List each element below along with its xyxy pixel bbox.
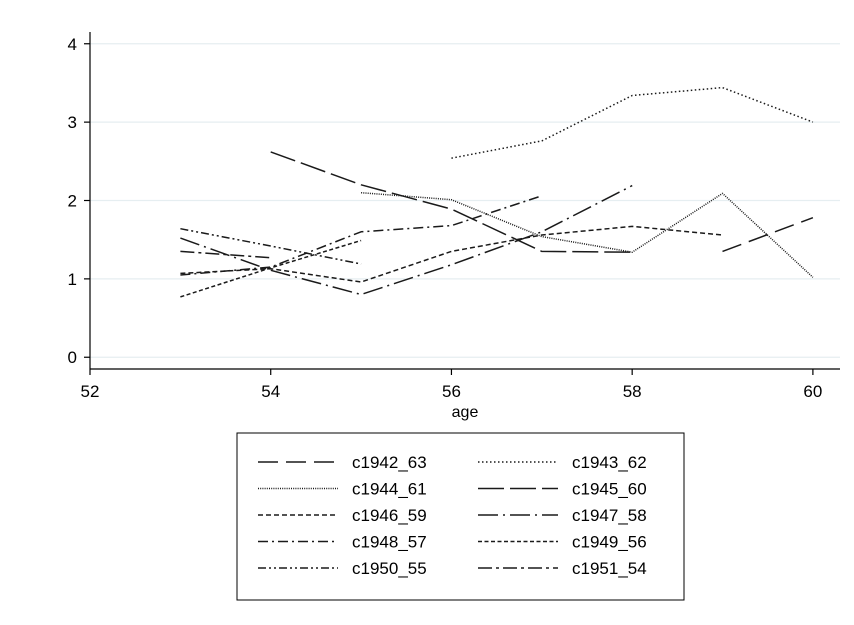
legend-label: c1942_63 [352,453,427,472]
x-tick-label: 58 [623,382,642,401]
series-line-c1942_63 [722,216,814,253]
y-tick-label: 1 [68,270,77,289]
series-lines [180,86,814,298]
legend-label: c1943_62 [572,453,647,472]
series-line-c1950_55 [180,227,362,265]
series-line-c1948_57 [180,195,543,276]
series-line-c1943_62 [451,86,814,159]
x-tick-label: 54 [261,382,280,401]
legend: c1942_63 c1943_62 c1944_61 c1945_60 c1946_59… [236,432,685,601]
x-tick-label: 56 [442,382,461,401]
series-line-c1944_61 [361,191,814,278]
series-line-c1946_59 [180,225,723,283]
legend-label: c1951_54 [572,559,647,578]
y-tick-label: 2 [68,192,77,211]
legend-label: c1944_61 [352,480,427,499]
legend-label: c1948_57 [352,533,427,552]
series-line-c1947_58 [180,184,633,296]
y-tick-label: 0 [68,348,77,367]
series-line-c1949_56 [180,239,362,298]
x-axis: 52 54 56 58 60 [81,368,840,401]
x-tick-label: 52 [81,382,100,401]
x-axis-label: age [452,404,479,421]
legend-label: c1945_60 [572,480,647,499]
y-tick-label: 4 [68,35,77,54]
y-tick-label: 3 [68,113,77,132]
x-tick-label: 60 [803,382,822,401]
series-line-c1945_60 [270,151,633,253]
y-axis: 0 1 2 3 4 [68,32,91,369]
gridlines [90,43,840,358]
legend-label: c1949_56 [572,533,647,552]
legend-label: c1946_59 [352,506,427,525]
legend-label: c1950_55 [352,559,427,578]
legend-label: c1947_58 [572,506,647,525]
series-line-c1951_54 [180,250,271,259]
legend-box [236,432,685,601]
